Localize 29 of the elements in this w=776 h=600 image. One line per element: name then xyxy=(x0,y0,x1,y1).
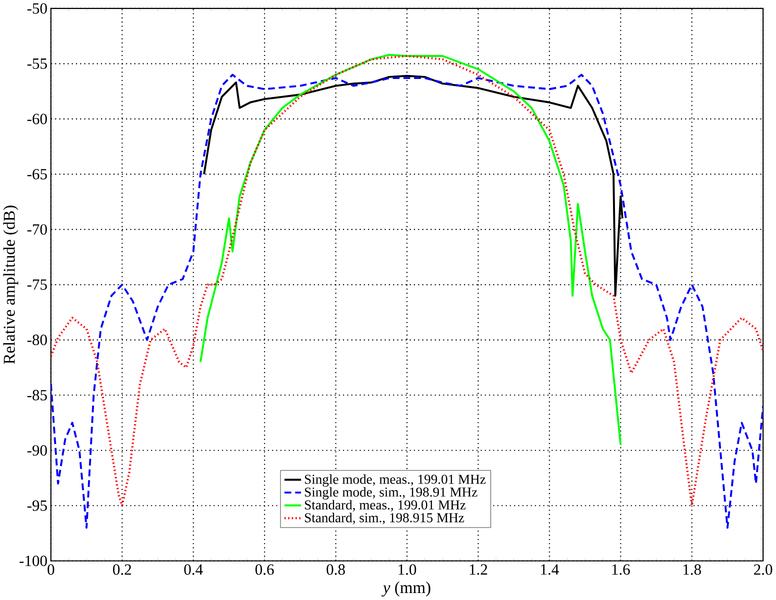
x-axis-title: y (mm) xyxy=(382,582,430,597)
x-tick-label: 2.0 xyxy=(754,564,772,575)
line-series xyxy=(203,75,624,297)
x-tick-label: 0.2 xyxy=(113,564,131,575)
y-tick-label: -60 xyxy=(27,114,47,124)
legend-label: Single mode, meas., 199.01 MHz xyxy=(304,474,486,487)
x-tick-label: 0.6 xyxy=(255,564,274,575)
x-tick-label: 1.8 xyxy=(684,564,701,575)
legend-label: Single mode, sim., 198.91 MHz xyxy=(304,487,478,500)
x-tick-label: 1.6 xyxy=(612,564,630,575)
x-tick-label: 1.4 xyxy=(541,564,559,575)
x-tick-label: 0.8 xyxy=(326,564,345,575)
y-tick-label: -50 xyxy=(27,3,47,14)
legend-label: Standard, sim., 198.915 MHz xyxy=(304,512,464,524)
x-tick-label: 1.2 xyxy=(470,564,488,575)
y-tick-label: -90 xyxy=(27,445,47,456)
x-tick-label: 1.0 xyxy=(398,564,416,575)
y-tick-label: -75 xyxy=(27,280,47,290)
x-tick-label: 0 xyxy=(48,564,54,575)
y-tick-label: -80 xyxy=(27,334,47,346)
y-tick-label: -85 xyxy=(27,390,47,401)
y-tick-label: -65 xyxy=(27,169,47,180)
y-axis-title: Relative amplitude (dB) xyxy=(3,206,18,364)
y-tick-label: -55 xyxy=(27,58,47,69)
legend-label: Standard, meas., 199.01 MHz xyxy=(304,500,466,512)
x-tick-label: 0.4 xyxy=(184,564,203,575)
y-tick-label: -70 xyxy=(27,224,47,235)
y-tick-label: -100 xyxy=(20,556,47,566)
y-tick-label: -95 xyxy=(27,500,47,511)
